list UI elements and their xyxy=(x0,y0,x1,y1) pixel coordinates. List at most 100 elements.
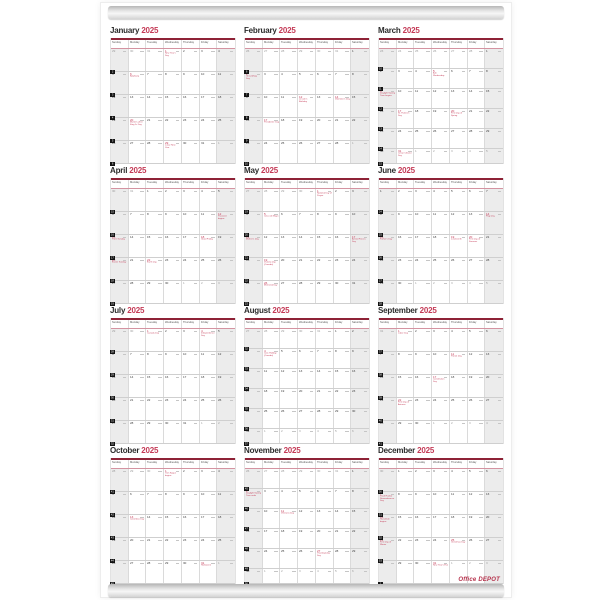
date-number: 3 xyxy=(182,189,185,193)
date-number: 5 xyxy=(468,469,471,473)
week-number-badge: 37 xyxy=(244,441,249,447)
date-number: 2 xyxy=(182,469,185,473)
date-cell: 27 xyxy=(298,409,316,428)
holiday-label: Halloween xyxy=(200,564,211,567)
date-number: 11 xyxy=(433,212,437,216)
date-cell: 6 xyxy=(351,569,369,583)
weekday-header: Tuesday xyxy=(414,40,433,48)
date-cell: 2 xyxy=(414,469,433,491)
date-cell: 26 xyxy=(432,129,450,148)
weekday-header-row: Sunday Monday Tuesday Wednesday Thursday Frid… xyxy=(379,178,503,189)
date-number: 28 xyxy=(147,561,151,565)
date-number: 26 xyxy=(246,469,250,473)
date-number: 26 xyxy=(299,549,303,553)
date-number: 7 xyxy=(334,72,337,76)
date-cell: 28 xyxy=(146,561,165,583)
date-cell: 17 xyxy=(199,95,218,117)
date-cell: 2Daylight Saving Time ends xyxy=(245,489,263,508)
holiday-label: Labor Day xyxy=(397,332,408,335)
date-number: 11 xyxy=(200,212,204,216)
week-number: 8 xyxy=(245,116,248,120)
date-cell: 29 xyxy=(396,561,415,583)
week-number-badge: 49 xyxy=(244,566,249,572)
date-number: 10 xyxy=(263,95,268,99)
date-cell: 28 xyxy=(379,561,397,583)
date-cell: 3 xyxy=(262,72,281,94)
date-cell: 18 xyxy=(449,515,468,537)
date-cell: 13 xyxy=(128,95,147,117)
date-cell: 1 xyxy=(396,469,415,491)
date-number: 28 xyxy=(112,469,116,473)
date-cell: 26 xyxy=(432,49,450,68)
date-number: 25 xyxy=(281,141,285,145)
date-number: 29 xyxy=(112,329,116,333)
date-number: 29 xyxy=(112,49,116,53)
date-number: 17 xyxy=(200,95,204,99)
date-cell: 29 xyxy=(128,469,147,491)
date-number: 15 xyxy=(165,515,169,519)
week-number: 19 xyxy=(244,210,248,214)
week-number-badge: 21 xyxy=(244,255,249,261)
date-number: 26 xyxy=(263,281,268,285)
date-cell: 26 Memorial Day xyxy=(262,281,281,303)
date-cell: 8 xyxy=(333,349,352,368)
date-cell: 3 xyxy=(432,469,450,491)
date-cell: 23 xyxy=(351,389,369,408)
date-number: 22 xyxy=(165,538,169,542)
date-number: 8 xyxy=(147,352,150,356)
week-number: 10 xyxy=(244,162,248,166)
date-number: 17 xyxy=(263,529,268,533)
month-title: October 2025 xyxy=(110,445,236,456)
date-cell: 21 xyxy=(146,118,165,140)
date-number: 5 xyxy=(218,329,220,333)
week-number-badge: 28 xyxy=(110,349,115,355)
date-cell: 19 xyxy=(217,235,235,257)
date-number: 16 xyxy=(182,515,187,519)
date-number: 18 xyxy=(281,529,285,533)
date-cell: 9 xyxy=(245,95,263,117)
date-cell: 4 xyxy=(280,72,299,94)
date-cell: 13 xyxy=(315,509,334,528)
week-number-badge: 3 xyxy=(110,92,115,98)
date-number: 2 xyxy=(415,469,418,473)
weekday-header: Tuesday xyxy=(414,320,433,328)
date-cell: 2 xyxy=(467,561,486,583)
date-number: 24 xyxy=(433,538,437,542)
week-number: 32 xyxy=(244,347,248,351)
weekday-header: Sunday xyxy=(245,40,263,48)
month-grid: Sunday Monday Tuesday Wednesday Thursday Frid… xyxy=(244,318,370,447)
month-title: March 2025 xyxy=(378,25,504,36)
date-cell: 20Easter Sunday xyxy=(111,258,129,280)
date-cell: 30 xyxy=(351,409,369,428)
date-number: 26 xyxy=(468,398,472,402)
week-number-badge: 50 xyxy=(378,489,383,495)
date-cell: 5 xyxy=(467,329,486,351)
hanging-rail-bottom xyxy=(108,584,504,597)
week-number: 6 xyxy=(111,162,114,166)
month-july: July 2025 Sunday Monday Tuesday Wednesday Thu… xyxy=(110,305,236,447)
week-number: 31 xyxy=(110,419,114,423)
weekday-header-row: Sunday Monday Tuesday Wednesday Thursday Frid… xyxy=(111,38,235,49)
date-number: 17 xyxy=(433,515,437,519)
date-number: 19 xyxy=(218,375,222,379)
holiday-label: Lincoln's Birthday xyxy=(299,98,308,103)
date-number: 4 xyxy=(200,329,203,333)
date-number: 31 xyxy=(200,561,204,565)
date-cell: 10 xyxy=(199,72,218,94)
date-number: 2 xyxy=(352,329,354,333)
date-number: 6 xyxy=(316,489,319,493)
week-number-badge: 13 xyxy=(378,126,383,132)
weekday-header: Thursday xyxy=(316,180,334,188)
date-cell: 19 Victoria Day (Canada) xyxy=(262,258,281,280)
date-number: 28 xyxy=(334,141,338,145)
date-number: 21 xyxy=(147,118,151,122)
date-number: 10 xyxy=(182,352,187,356)
date-cell: 10 xyxy=(396,89,415,108)
date-cell: 4 xyxy=(432,189,450,211)
date-number: 31 xyxy=(182,421,187,425)
date-cell: 1 xyxy=(333,329,352,348)
date-number: 30 xyxy=(299,329,303,333)
week-number-badge: 20 xyxy=(244,232,249,238)
